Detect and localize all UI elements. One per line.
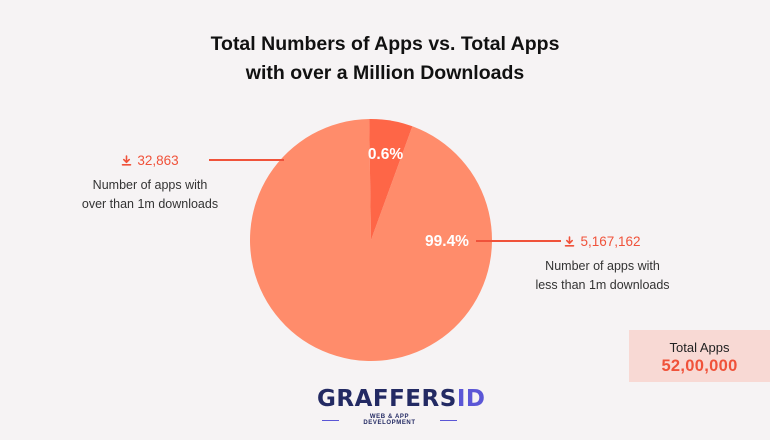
annotation-under-1m-label-line-2: less than 1m downloads (535, 278, 670, 292)
logo-wordmark: GRAFFERSID (317, 386, 485, 412)
pie-label-over-1m: 0.6% (368, 146, 404, 163)
chart-title: Total Numbers of Apps vs. Total Apps wit… (0, 30, 770, 88)
annotation-under-1m-number: 5,167,162 (580, 234, 641, 249)
total-apps-label: Total Apps (669, 340, 730, 355)
logo-word-accent: ID (456, 386, 486, 412)
logo-tagline: WEB & APP DEVELOPMENT (317, 414, 462, 426)
download-icon (122, 155, 132, 166)
pie-slice-under-1m (249, 119, 492, 362)
annotation-over-1m-value: 32,863 (70, 151, 230, 170)
logo-tagline-text: WEB & APP DEVELOPMENT (363, 414, 416, 426)
logo-word-main: GRAFFERS (317, 386, 457, 412)
annotation-under-1m-label-line-1: Number of apps with (545, 259, 660, 273)
annotation-under-1m: 5,167,162 Number of apps with less than … (520, 232, 685, 295)
download-icon (565, 236, 575, 247)
annotation-over-1m: 32,863 Number of apps with over than 1m … (70, 151, 230, 214)
graffersid-logo: GRAFFERSID WEB & APP DEVELOPMENT (317, 386, 485, 426)
annotation-under-1m-value: 5,167,162 (520, 232, 685, 251)
pie-slice-over-1m (369, 119, 413, 240)
total-apps-box: Total Apps 52,00,000 (629, 330, 770, 382)
logo-rule-right (439, 419, 457, 421)
annotation-over-1m-number: 32,863 (137, 153, 179, 168)
logo-rule-left (322, 419, 340, 421)
annotation-over-1m-label-line-2: over than 1m downloads (81, 197, 219, 211)
chart-title-line-2: with over a Million Downloads (245, 62, 525, 84)
annotation-over-1m-label-line-1: Number of apps with (92, 178, 208, 192)
chart-title-line-1: Total Numbers of Apps vs. Total Apps (210, 33, 560, 55)
pie-label-under-1m: 99.4% (425, 233, 469, 250)
total-apps-value: 52,00,000 (661, 357, 738, 375)
